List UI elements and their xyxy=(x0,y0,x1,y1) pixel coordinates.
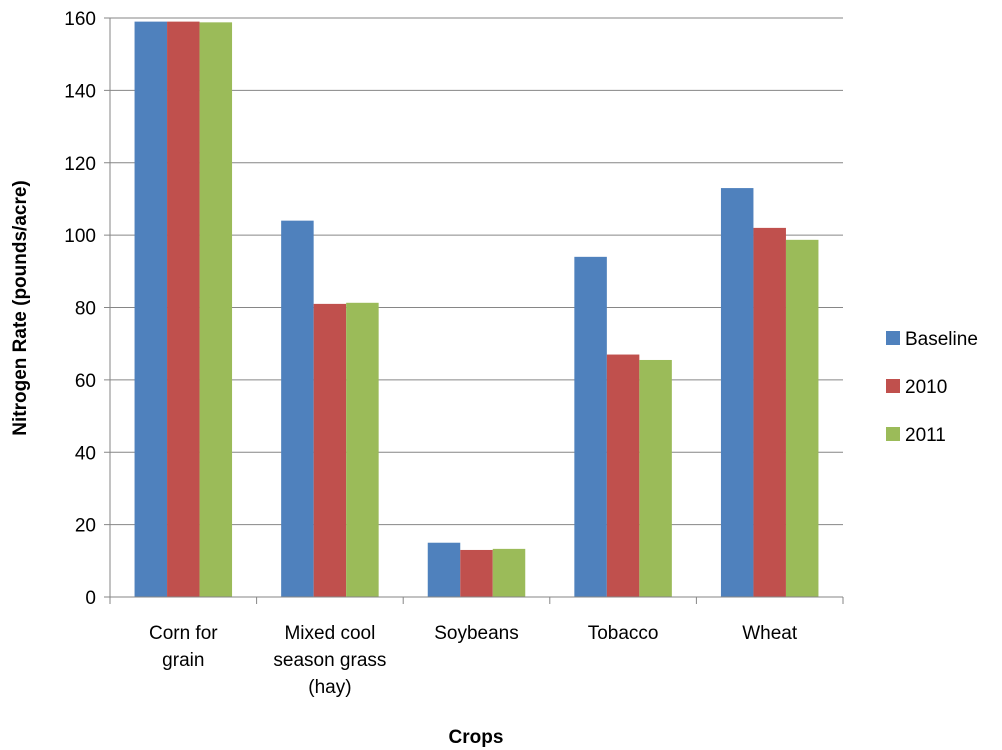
y-tick-label: 20 xyxy=(75,516,96,537)
x-tick-labels: Corn for grain Mixed cool season grass (hay)… xyxy=(149,623,798,698)
x-tick-label: Tobacco xyxy=(588,623,659,644)
y-tick-label: 140 xyxy=(64,81,96,102)
bar-2011-0 xyxy=(199,22,233,597)
y-tick-label: 120 xyxy=(64,154,96,175)
y-axis-title: Nitrogen Rate (pounds/acre) xyxy=(10,180,31,435)
bar-baseline-4 xyxy=(720,188,754,598)
y-tick-label: 80 xyxy=(75,299,96,320)
bar-baseline-3 xyxy=(574,256,607,597)
gridlines xyxy=(110,17,843,526)
x-tick-label: Wheat xyxy=(742,623,798,644)
y-tick-label: 160 xyxy=(64,9,96,30)
legend-swatch-2011 xyxy=(886,427,900,441)
x-tick-label: Soybeans xyxy=(434,623,519,644)
bar-2010-1 xyxy=(313,303,347,597)
bar-2011-1 xyxy=(346,302,379,597)
bar-baseline-0 xyxy=(134,21,168,597)
bar-2011-3 xyxy=(639,359,672,597)
x-tick-label: grain xyxy=(162,650,204,671)
x-tick-label: season grass xyxy=(273,650,386,671)
x-axis-title: Crops xyxy=(449,727,504,748)
y-tick-label: 100 xyxy=(64,226,96,247)
bar-2010-2 xyxy=(460,549,493,597)
bar-2010-3 xyxy=(606,354,640,597)
x-tick-label: Corn for xyxy=(149,623,218,644)
legend-label-2010: 2010 xyxy=(905,377,947,398)
bar-2010-0 xyxy=(167,21,200,597)
y-tick-label: 40 xyxy=(75,443,96,464)
x-tick-label: (hay) xyxy=(308,677,351,698)
y-tick-label: 60 xyxy=(75,371,96,392)
bar-2010-4 xyxy=(753,227,786,597)
bar-baseline-1 xyxy=(281,220,314,597)
legend-swatch-2010 xyxy=(886,379,900,393)
y-tick-label: 0 xyxy=(85,588,96,609)
legend-label-baseline: Baseline xyxy=(905,329,978,350)
legend: Baseline 2010 2011 xyxy=(886,329,978,446)
bar-baseline-2 xyxy=(427,542,461,597)
legend-label-2011: 2011 xyxy=(905,425,946,446)
bar-2011-4 xyxy=(785,239,819,597)
y-tick-labels: 0 20 40 60 80 100 120 140 160 xyxy=(64,9,110,609)
bars xyxy=(134,21,819,598)
bar-2011-2 xyxy=(492,548,526,597)
x-tick-label: Mixed cool xyxy=(284,623,375,644)
legend-swatch-baseline xyxy=(886,331,900,345)
